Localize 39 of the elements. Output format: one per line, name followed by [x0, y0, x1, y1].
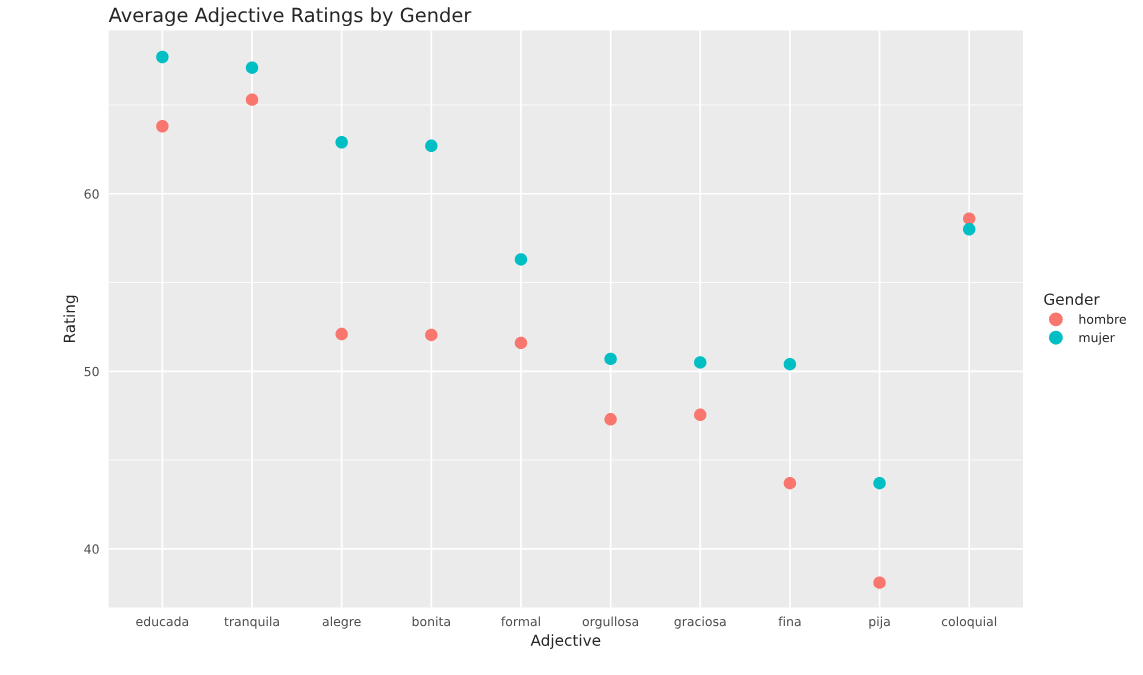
chart-title: Average Adjective Ratings by Gender: [108, 7, 472, 27]
point: [873, 476, 886, 490]
point: [694, 408, 707, 422]
point: [962, 212, 976, 225]
point: [335, 136, 348, 149]
point: [514, 253, 528, 266]
point: [962, 223, 976, 236]
legend-label: hombre: [1079, 314, 1126, 324]
point: [783, 358, 797, 371]
y-tick-label: 60: [84, 189, 99, 199]
x-tick-label: graciosa: [674, 616, 726, 629]
point: [604, 413, 617, 426]
point: [156, 50, 169, 64]
point: [514, 336, 528, 350]
x-tick-label: alegre: [322, 616, 361, 629]
x-tick-label: orgullosa: [582, 616, 639, 629]
x-tick-label: formal: [501, 616, 540, 627]
point: [335, 327, 348, 341]
point: [245, 61, 259, 74]
y-tick-label: 50: [84, 366, 99, 377]
x-tick-label: bonita: [412, 616, 450, 627]
x-tick-label: pija: [869, 616, 890, 629]
point: [873, 576, 886, 589]
y-tick-label: 40: [84, 544, 99, 554]
x-tick-label: coloquial: [941, 616, 997, 629]
point: [694, 356, 707, 369]
point: [425, 139, 438, 153]
x-tick-label: tranquila: [224, 616, 279, 629]
x-tick-label: fina: [778, 616, 801, 627]
point: [604, 352, 617, 366]
point: [245, 93, 259, 106]
point: [156, 120, 169, 133]
point: [783, 476, 797, 490]
x-axis-title: Adjective: [530, 634, 601, 649]
x-tick-label: educada: [136, 616, 189, 627]
point: [425, 328, 438, 342]
legend-label: mujer: [1079, 332, 1115, 345]
y-axis-title: Rating: [63, 295, 79, 343]
legend-title: Gender: [1044, 293, 1100, 306]
